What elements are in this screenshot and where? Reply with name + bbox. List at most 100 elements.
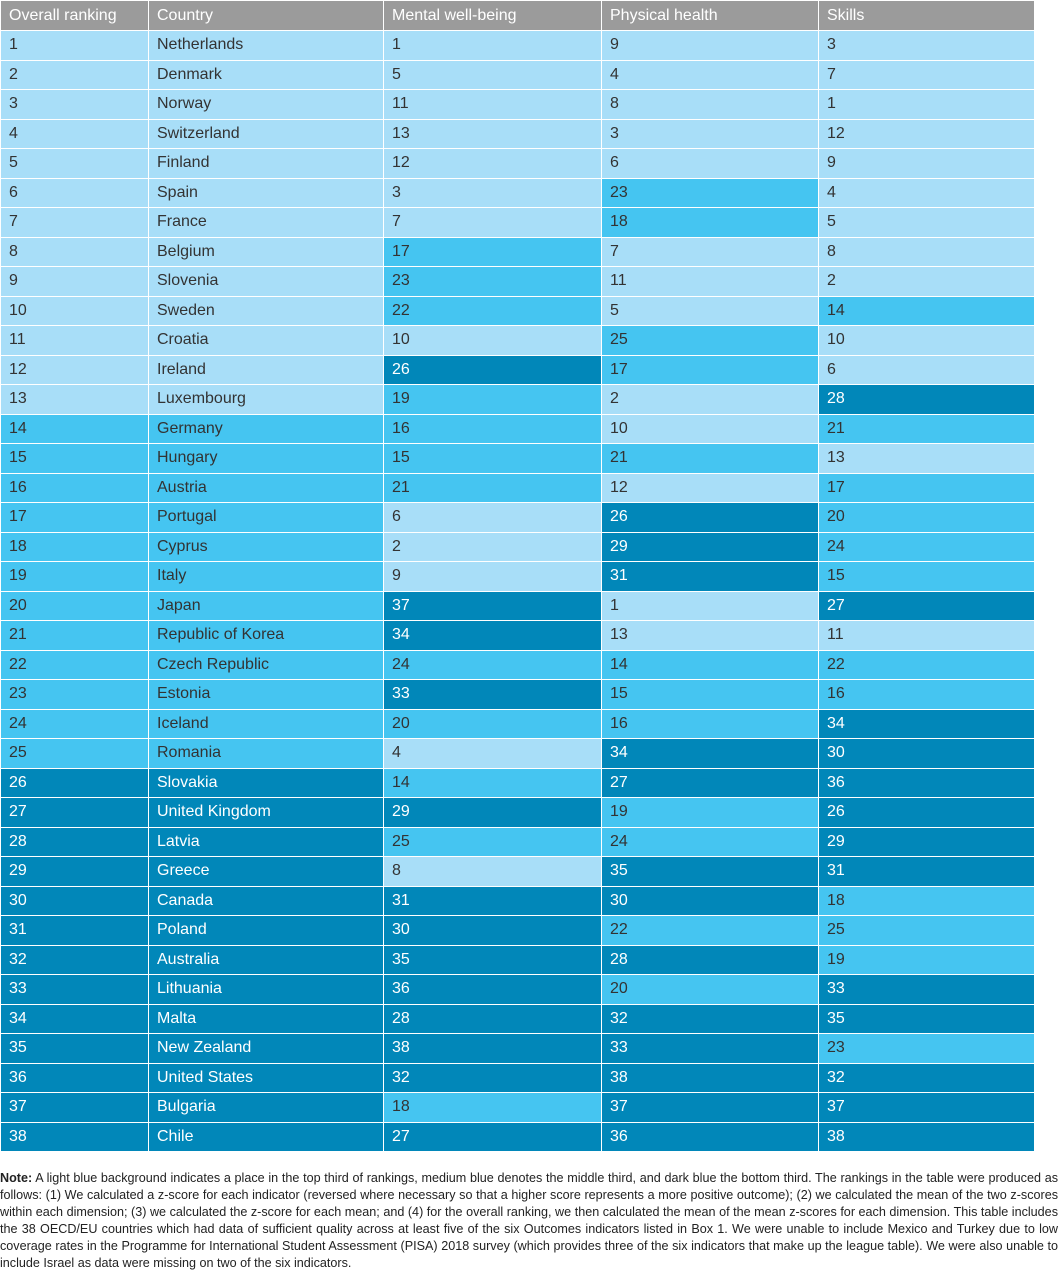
rank-cell: 14 (818, 295, 1035, 326)
table-row: 6 Spain 3 23 4 (0, 177, 1035, 208)
rank-cell: 11 (0, 325, 149, 356)
rank-cell: 5 (0, 148, 149, 179)
rank-cell: 31 (383, 885, 602, 916)
header-cell: Overall ranking (0, 0, 149, 31)
rank-cell: 30 (601, 885, 819, 916)
rank-cell: 32 (0, 944, 149, 975)
country-cell: Canada (148, 885, 384, 916)
rank-cell: 25 (818, 915, 1035, 946)
rank-cell: 34 (601, 738, 819, 769)
rank-cell: 15 (818, 561, 1035, 592)
table-row: 34 Malta 28 32 35 (0, 1003, 1035, 1034)
note-text: A light blue background indicates a plac… (0, 1171, 1058, 1270)
rank-cell: 36 (0, 1062, 149, 1093)
rank-cell: 14 (601, 649, 819, 680)
table-row: 8 Belgium 17 7 8 (0, 236, 1035, 267)
rank-cell: 21 (383, 472, 602, 503)
table-row: 23 Estonia 33 15 16 (0, 679, 1035, 710)
rank-cell: 29 (601, 531, 819, 562)
country-cell: Malta (148, 1003, 384, 1034)
rank-cell: 33 (818, 974, 1035, 1005)
rank-cell: 15 (601, 679, 819, 710)
rank-cell: 11 (383, 89, 602, 120)
table-row: 28 Latvia 25 24 29 (0, 826, 1035, 857)
country-cell: Estonia (148, 679, 384, 710)
rank-cell: 6 (818, 354, 1035, 385)
rank-cell: 20 (601, 974, 819, 1005)
rank-cell: 20 (0, 590, 149, 621)
rank-cell: 26 (383, 354, 602, 385)
country-cell: Denmark (148, 59, 384, 90)
rank-cell: 37 (0, 1092, 149, 1123)
rank-cell: 12 (0, 354, 149, 385)
table-row: 30 Canada 31 30 18 (0, 885, 1035, 916)
rank-cell: 24 (601, 826, 819, 857)
rank-cell: 10 (0, 295, 149, 326)
rank-cell: 11 (601, 266, 819, 297)
country-cell: Bulgaria (148, 1092, 384, 1123)
table-row: 29 Greece 8 35 31 (0, 856, 1035, 887)
rank-cell: 12 (601, 472, 819, 503)
table-row: 36 United States 32 38 32 (0, 1062, 1035, 1093)
rank-cell: 9 (818, 148, 1035, 179)
country-cell: Sweden (148, 295, 384, 326)
country-cell: Austria (148, 472, 384, 503)
rank-cell: 37 (818, 1092, 1035, 1123)
table-row: 26 Slovakia 14 27 36 (0, 767, 1035, 798)
table-row: 7 France 7 18 5 (0, 207, 1035, 238)
rank-cell: 16 (383, 413, 602, 444)
rank-cell: 22 (601, 915, 819, 946)
country-cell: Switzerland (148, 118, 384, 149)
rank-cell: 4 (0, 118, 149, 149)
table-row: 20 Japan 37 1 27 (0, 590, 1035, 621)
rank-cell: 16 (818, 679, 1035, 710)
rank-cell: 1 (818, 89, 1035, 120)
table-row: 24 Iceland 20 16 34 (0, 708, 1035, 739)
rank-cell: 7 (818, 59, 1035, 90)
rank-cell: 4 (818, 177, 1035, 208)
rank-cell: 1 (383, 30, 602, 61)
rank-cell: 14 (0, 413, 149, 444)
rank-cell: 2 (818, 266, 1035, 297)
rank-cell: 12 (818, 118, 1035, 149)
rank-cell: 8 (601, 89, 819, 120)
rank-cell: 17 (0, 502, 149, 533)
rank-cell: 30 (0, 885, 149, 916)
table-row: 15 Hungary 15 21 13 (0, 443, 1035, 474)
rank-cell: 18 (0, 531, 149, 562)
country-cell: Australia (148, 944, 384, 975)
country-cell: Portugal (148, 502, 384, 533)
rank-cell: 25 (0, 738, 149, 769)
rank-cell: 35 (601, 856, 819, 887)
rank-cell: 21 (0, 620, 149, 651)
rank-cell: 35 (818, 1003, 1035, 1034)
table-row: 33 Lithuania 36 20 33 (0, 974, 1035, 1005)
rank-cell: 33 (383, 679, 602, 710)
rank-cell: 5 (601, 295, 819, 326)
table-row: 4 Switzerland 13 3 12 (0, 118, 1035, 149)
header-cell: Country (148, 0, 384, 31)
rank-cell: 7 (601, 236, 819, 267)
rank-cell: 25 (383, 826, 602, 857)
table-row: 3 Norway 11 8 1 (0, 89, 1035, 120)
rank-cell: 34 (0, 1003, 149, 1034)
rank-cell: 18 (383, 1092, 602, 1123)
country-cell: Finland (148, 148, 384, 179)
rank-cell: 33 (0, 974, 149, 1005)
rank-cell: 12 (383, 148, 602, 179)
rank-cell: 37 (383, 590, 602, 621)
rank-cell: 11 (818, 620, 1035, 651)
rank-cell: 23 (383, 266, 602, 297)
country-cell: Netherlands (148, 30, 384, 61)
rank-cell: 19 (818, 944, 1035, 975)
rank-cell: 28 (383, 1003, 602, 1034)
rank-cell: 10 (818, 325, 1035, 356)
country-cell: Poland (148, 915, 384, 946)
rank-cell: 29 (818, 826, 1035, 857)
table-row: 5 Finland 12 6 9 (0, 148, 1035, 179)
rank-cell: 19 (601, 797, 819, 828)
rank-cell: 8 (383, 856, 602, 887)
rank-cell: 35 (0, 1033, 149, 1064)
rank-cell: 28 (818, 384, 1035, 415)
